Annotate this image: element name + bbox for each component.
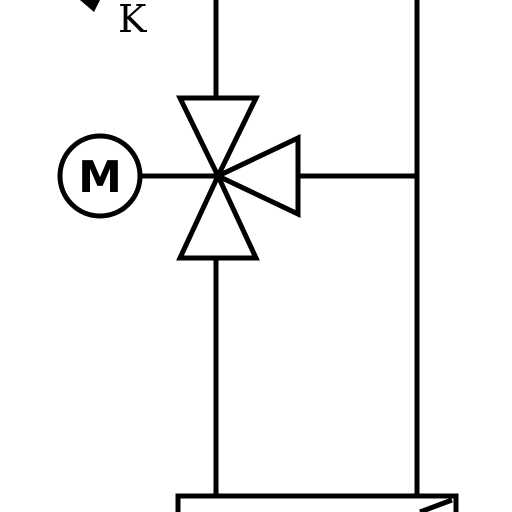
pipe-label-k: K	[118, 0, 147, 41]
valve-side-triangle	[212, 134, 301, 218]
valve-top-triangle	[176, 95, 260, 182]
motor-icon	[57, 133, 143, 219]
motor-symbol: M	[78, 152, 122, 203]
valve-center-dot	[213, 171, 223, 181]
bottom-unit-box	[175, 493, 459, 512]
bottom-unit-slash	[419, 497, 453, 512]
flow-arrow-mark	[80, 0, 100, 12]
three-way-valve	[176, 95, 301, 261]
valve-bottom-triangle	[176, 170, 260, 261]
